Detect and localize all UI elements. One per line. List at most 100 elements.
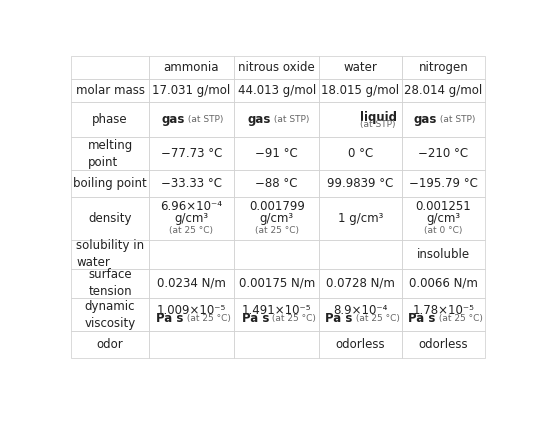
Bar	[401, 170, 485, 197]
Bar	[72, 102, 149, 137]
Bar	[319, 137, 401, 170]
Text: −91 °C: −91 °C	[256, 147, 298, 160]
Bar	[72, 79, 149, 102]
Text: (at 25 °C): (at 25 °C)	[353, 315, 400, 323]
Text: (at STP): (at STP)	[270, 115, 309, 124]
Bar	[234, 56, 319, 79]
Text: 6.96×10⁻⁴: 6.96×10⁻⁴	[161, 200, 222, 213]
Text: odor: odor	[97, 338, 123, 351]
Text: −88 °C: −88 °C	[256, 177, 298, 190]
Bar	[72, 269, 149, 298]
Bar	[72, 331, 149, 358]
Bar	[234, 269, 319, 298]
Bar	[401, 197, 485, 240]
Text: dynamic
viscosity: dynamic viscosity	[85, 299, 136, 330]
Text: (at STP): (at STP)	[185, 115, 224, 124]
Bar	[72, 197, 149, 240]
Bar	[149, 269, 234, 298]
Bar	[234, 240, 319, 269]
Text: molar mass: molar mass	[75, 84, 145, 97]
Text: odorless: odorless	[336, 338, 385, 351]
Bar	[234, 79, 319, 102]
Text: 0.001251: 0.001251	[416, 200, 471, 213]
Bar	[401, 331, 485, 358]
Text: 17.031 g/mol: 17.031 g/mol	[152, 84, 230, 97]
Text: 44.013 g/mol: 44.013 g/mol	[238, 84, 316, 97]
Text: −33.33 °C: −33.33 °C	[161, 177, 222, 190]
Text: 18.015 g/mol: 18.015 g/mol	[322, 84, 400, 97]
Text: nitrogen: nitrogen	[418, 61, 468, 74]
Bar	[149, 102, 234, 137]
Bar	[401, 298, 485, 331]
Text: (at 25 °C): (at 25 °C)	[183, 315, 230, 323]
Bar	[149, 56, 234, 79]
Bar	[234, 197, 319, 240]
Bar	[319, 331, 401, 358]
Bar	[234, 170, 319, 197]
Text: 8.9×10⁻⁴: 8.9×10⁻⁴	[333, 304, 388, 317]
Text: melting
point: melting point	[87, 139, 133, 169]
Text: water: water	[343, 61, 377, 74]
Bar	[319, 79, 401, 102]
Bar	[401, 240, 485, 269]
Bar	[401, 102, 485, 137]
Bar	[234, 137, 319, 170]
Text: surface
tension: surface tension	[88, 268, 132, 299]
Bar	[234, 331, 319, 358]
Bar	[149, 137, 234, 170]
Text: 0.0234 N/m: 0.0234 N/m	[157, 277, 226, 290]
Text: (at 25 °C): (at 25 °C)	[269, 315, 316, 323]
Bar	[319, 102, 401, 137]
Text: Pa s: Pa s	[408, 312, 436, 325]
Bar	[72, 298, 149, 331]
Text: 1.491×10⁻⁵: 1.491×10⁻⁵	[242, 304, 311, 317]
Text: (at STP): (at STP)	[360, 120, 396, 129]
Bar	[319, 56, 401, 79]
Bar	[72, 240, 149, 269]
Text: 0.00175 N/m: 0.00175 N/m	[239, 277, 315, 290]
Text: insoluble: insoluble	[417, 248, 470, 260]
Bar	[319, 240, 401, 269]
Text: gas: gas	[162, 113, 185, 126]
Bar	[149, 197, 234, 240]
Text: 99.9839 °C: 99.9839 °C	[327, 177, 394, 190]
Text: 0.001799: 0.001799	[249, 200, 305, 213]
Bar	[149, 79, 234, 102]
Bar	[234, 298, 319, 331]
Bar	[149, 331, 234, 358]
Text: 1.009×10⁻⁵: 1.009×10⁻⁵	[157, 304, 226, 317]
Text: boiling point: boiling point	[73, 177, 147, 190]
Bar	[401, 56, 485, 79]
Text: phase: phase	[92, 113, 128, 126]
Text: gas: gas	[247, 113, 270, 126]
Text: 0.0066 N/m: 0.0066 N/m	[409, 277, 478, 290]
Bar	[149, 240, 234, 269]
Bar	[72, 56, 149, 79]
Text: solubility in
water: solubility in water	[76, 239, 144, 269]
Text: 0 °C: 0 °C	[348, 147, 373, 160]
Text: liquid: liquid	[360, 111, 397, 124]
Bar	[401, 269, 485, 298]
Bar	[72, 137, 149, 170]
Text: g/cm³: g/cm³	[260, 212, 294, 225]
Bar	[319, 197, 401, 240]
Text: nitrous oxide: nitrous oxide	[239, 61, 315, 74]
Text: 1 g/cm³: 1 g/cm³	[338, 212, 383, 225]
Bar	[319, 298, 401, 331]
Text: ammonia: ammonia	[164, 61, 219, 74]
Text: (at 0 °C): (at 0 °C)	[424, 225, 462, 235]
Text: gas: gas	[414, 113, 437, 126]
Text: 1.78×10⁻⁵: 1.78×10⁻⁵	[412, 304, 474, 317]
Text: −77.73 °C: −77.73 °C	[161, 147, 222, 160]
Text: −210 °C: −210 °C	[418, 147, 468, 160]
Text: 0.0728 N/m: 0.0728 N/m	[326, 277, 395, 290]
Bar	[149, 170, 234, 197]
Text: Pa s: Pa s	[241, 312, 269, 325]
Text: −195.79 °C: −195.79 °C	[409, 177, 478, 190]
Bar	[319, 269, 401, 298]
Bar	[401, 79, 485, 102]
Text: Pa s: Pa s	[325, 312, 353, 325]
Bar	[319, 170, 401, 197]
Text: 28.014 g/mol: 28.014 g/mol	[404, 84, 483, 97]
Bar	[401, 137, 485, 170]
